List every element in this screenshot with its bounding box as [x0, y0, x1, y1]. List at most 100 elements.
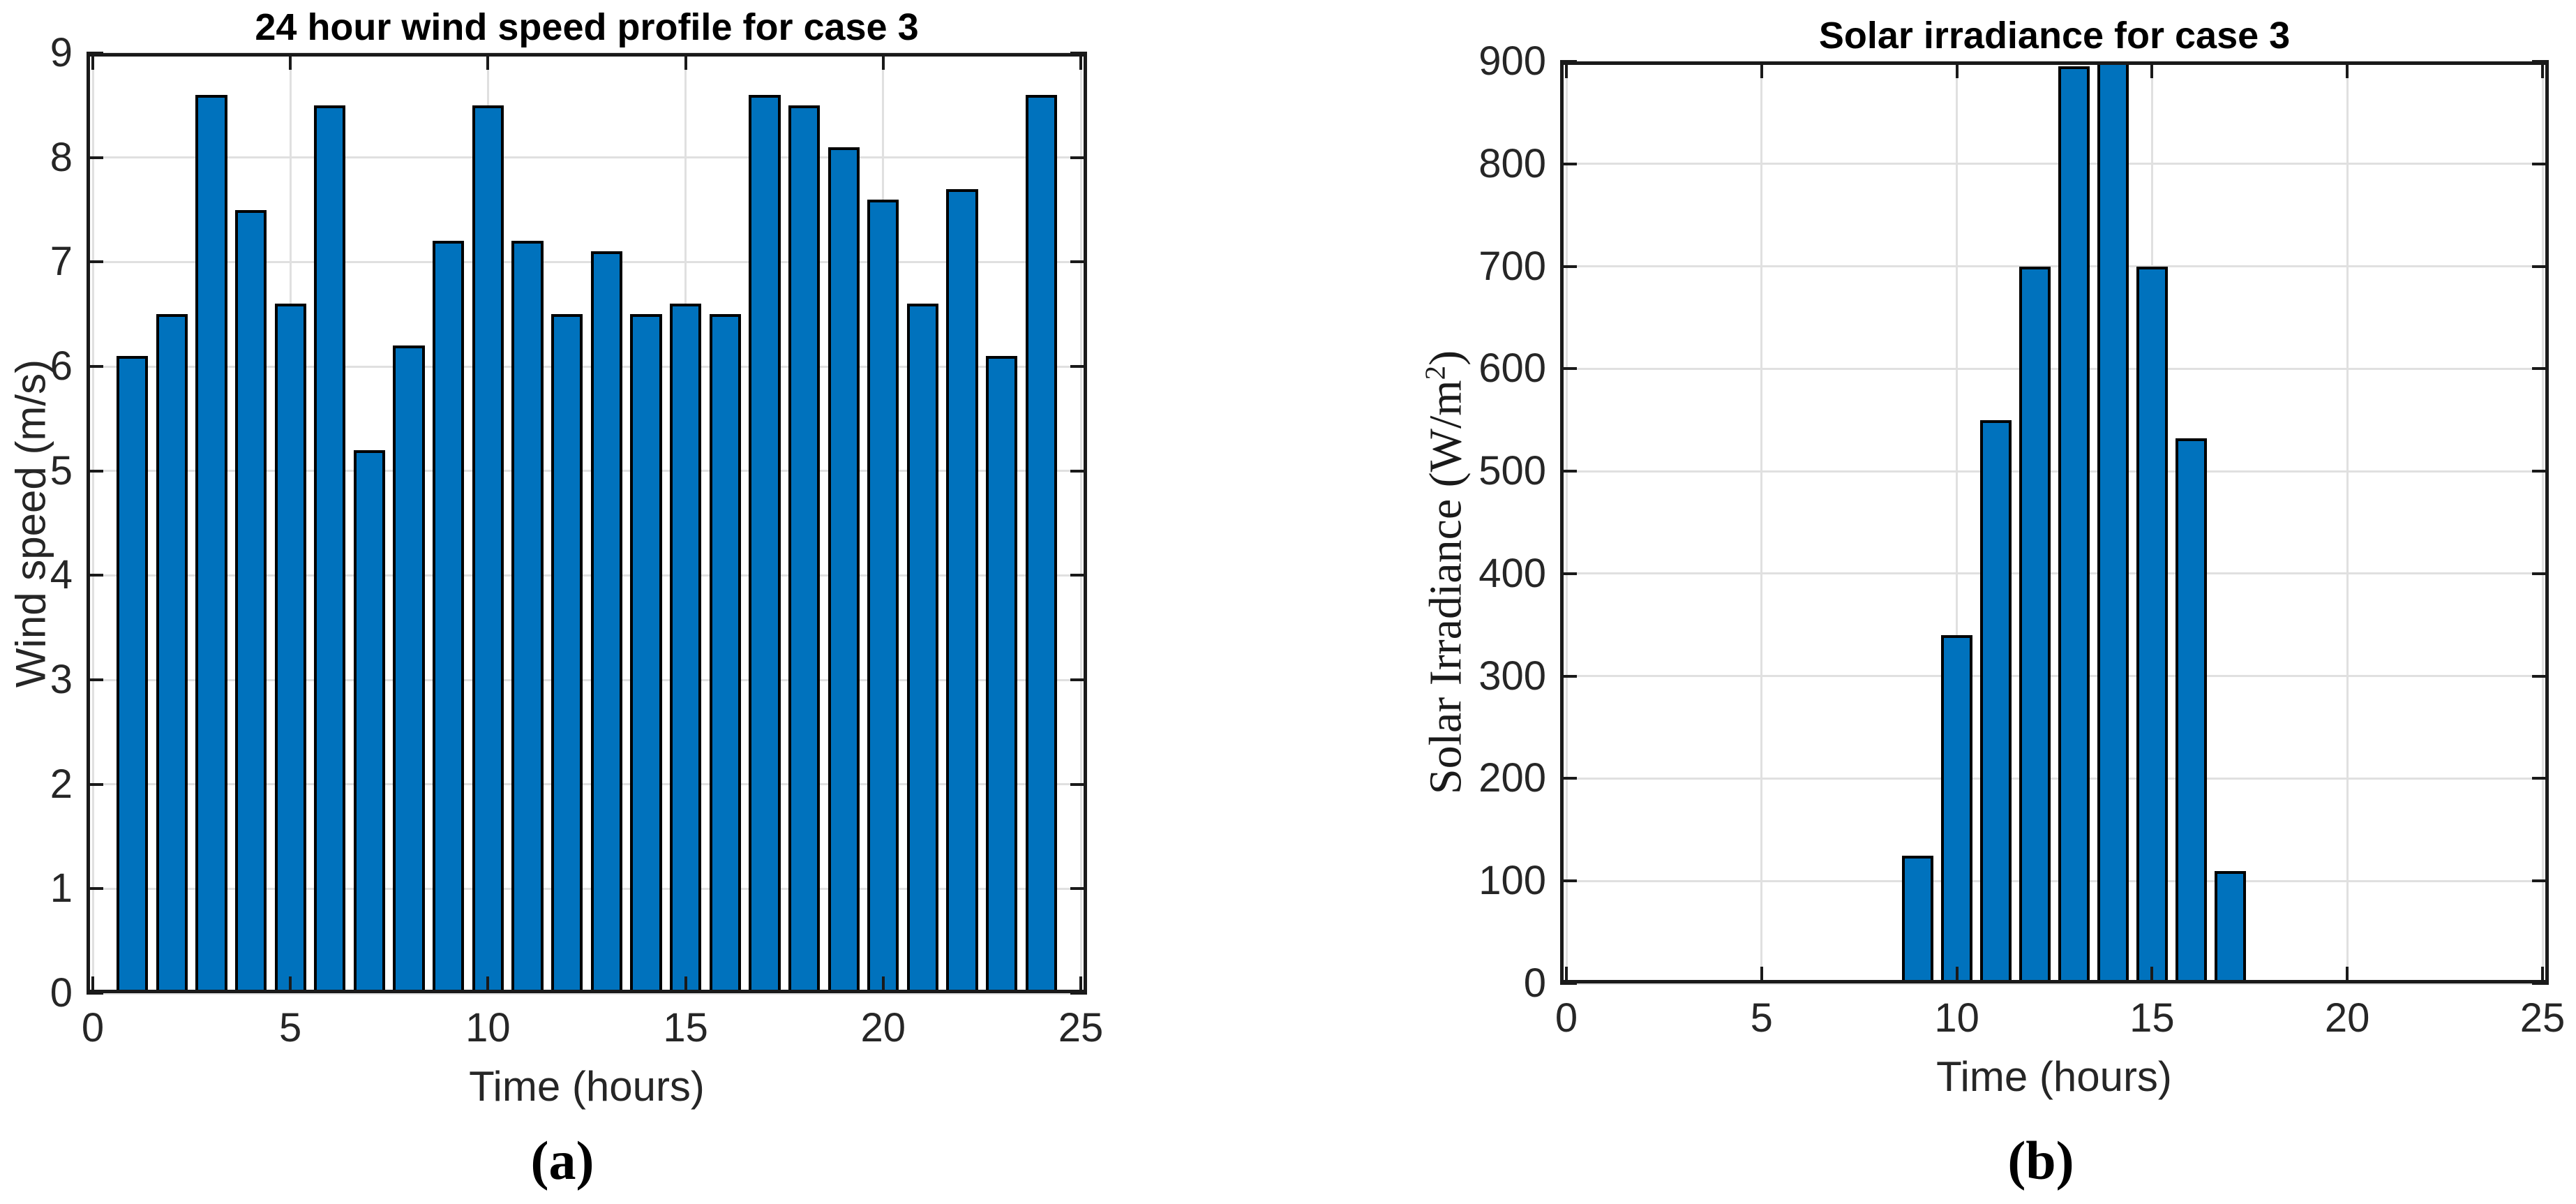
x-tick-label: 10 [1934, 995, 1979, 1041]
x-tick-mark-top [2541, 61, 2544, 78]
y-tick-mark-right [1070, 156, 1087, 159]
x-tick-mark [2150, 967, 2154, 983]
y-tick-label: 700 [1478, 243, 1546, 289]
bar-hour-18 [788, 105, 821, 993]
bar-hour-5 [274, 304, 306, 993]
caption-a: (a) [530, 1130, 594, 1191]
y-tick-label: 900 [1478, 38, 1546, 84]
y-tick-label: 7 [50, 239, 73, 285]
y-tick-label: 4 [50, 552, 73, 598]
bar-hour-14 [2097, 61, 2129, 983]
y-tick-label: 1 [50, 865, 73, 912]
y-tick-label: 500 [1478, 448, 1546, 494]
x-tick-label: 25 [1058, 1005, 1104, 1050]
x-tick-mark [2541, 967, 2544, 983]
x-tick-mark [1565, 967, 1568, 983]
wind-chart-title: 24 hour wind speed profile for case 3 [255, 6, 919, 48]
y-gridline [87, 260, 1087, 263]
y-tick-mark [87, 260, 103, 264]
x-tick-mark-top [91, 53, 94, 70]
y-tick-mark-right [1070, 52, 1087, 54]
y-tick-mark [87, 469, 103, 473]
y-tick-label: 200 [1478, 755, 1546, 801]
x-tick-mark [684, 976, 687, 993]
bar-hour-14 [630, 314, 662, 993]
solar-chart-title: Solar irradiance for case 3 [1818, 15, 2291, 57]
x-tick-mark [1760, 967, 1763, 983]
y-tick-mark [87, 992, 103, 995]
y-tick-mark-right [1070, 260, 1087, 264]
y-tick-mark [87, 782, 103, 786]
y-tick-mark [1560, 674, 1577, 678]
plot-border [1560, 61, 2549, 983]
y-tick-mark-right [2532, 572, 2549, 575]
y-gridline [1560, 367, 2549, 370]
solar-plot-area [1560, 60, 2549, 985]
y-tick-mark-right [2532, 879, 2549, 883]
y-tick-label: 300 [1478, 653, 1546, 699]
y-gridline [87, 52, 1087, 54]
x-tick-label: 10 [465, 1005, 511, 1050]
y-tick-mark [1560, 470, 1577, 473]
y-tick-mark-right [1070, 782, 1087, 786]
x-gridline [1760, 61, 1763, 983]
x-tick-label: 5 [1750, 995, 1773, 1041]
x-tick-mark-top [2150, 61, 2154, 78]
y-gridline [1560, 982, 2549, 985]
y-tick-mark [87, 52, 103, 54]
x-tick-label: 15 [663, 1005, 708, 1050]
bar-hour-16 [709, 314, 741, 993]
bar-hour-16 [2175, 438, 2207, 983]
x-tick-mark [1079, 976, 1082, 993]
y-tick-label: 9 [50, 30, 73, 75]
wind-plot-area [87, 52, 1087, 995]
bar-hour-2 [156, 314, 188, 993]
x-tick-mark-top [289, 53, 292, 70]
wind-yaxis-label: Wind speed (m/s) [7, 359, 54, 688]
y-gridline [87, 887, 1087, 890]
y-tick-mark [1560, 265, 1577, 268]
x-gridline [2541, 61, 2544, 983]
y-gridline [87, 992, 1087, 995]
y-gridline [1560, 879, 2549, 882]
bar-hour-8 [393, 345, 425, 993]
y-tick-mark-right [2532, 265, 2549, 268]
bar-hour-20 [867, 199, 899, 993]
bar-hour-23 [986, 356, 1018, 993]
y-tick-mark [1560, 162, 1577, 165]
x-gridline [1079, 53, 1082, 993]
x-tick-mark-top [2346, 61, 2349, 78]
bar-hour-11 [511, 241, 544, 993]
bar-hour-4 [234, 209, 267, 993]
bar-hour-6 [314, 105, 346, 993]
y-tick-mark [87, 574, 103, 577]
solar-xaxis-label: Time (hours) [1936, 1053, 2172, 1100]
y-tick-mark [87, 365, 103, 368]
y-gridline [1560, 163, 2549, 165]
y-gridline [1560, 675, 2549, 678]
y-gridline [1560, 265, 2549, 268]
y-tick-mark [1560, 777, 1577, 780]
y-tick-label: 8 [50, 134, 73, 180]
x-tick-mark-top [1760, 61, 1763, 78]
y-tick-mark [1560, 367, 1577, 371]
wind-xaxis-label: Time (hours) [469, 1063, 705, 1110]
y-tick-label: 100 [1478, 858, 1546, 904]
y-tick-mark-right [1070, 365, 1087, 368]
y-tick-mark-right [1070, 469, 1087, 473]
y-tick-label: 400 [1478, 550, 1546, 596]
y-tick-mark [87, 156, 103, 159]
bar-hour-9 [433, 241, 465, 993]
x-tick-label: 0 [1555, 995, 1578, 1041]
bar-hour-13 [2058, 66, 2090, 983]
bar-hour-24 [1025, 94, 1057, 993]
bar-hour-19 [828, 147, 860, 993]
x-gridline [1956, 61, 1959, 983]
y-tick-label: 600 [1478, 345, 1546, 392]
y-tick-mark-right [2532, 162, 2549, 165]
y-tick-mark-right [2532, 470, 2549, 473]
bar-hour-11 [1980, 419, 2012, 983]
bar-hour-9 [1902, 855, 1934, 983]
bar-hour-12 [2019, 266, 2051, 983]
bar-hour-10 [1941, 634, 1972, 983]
